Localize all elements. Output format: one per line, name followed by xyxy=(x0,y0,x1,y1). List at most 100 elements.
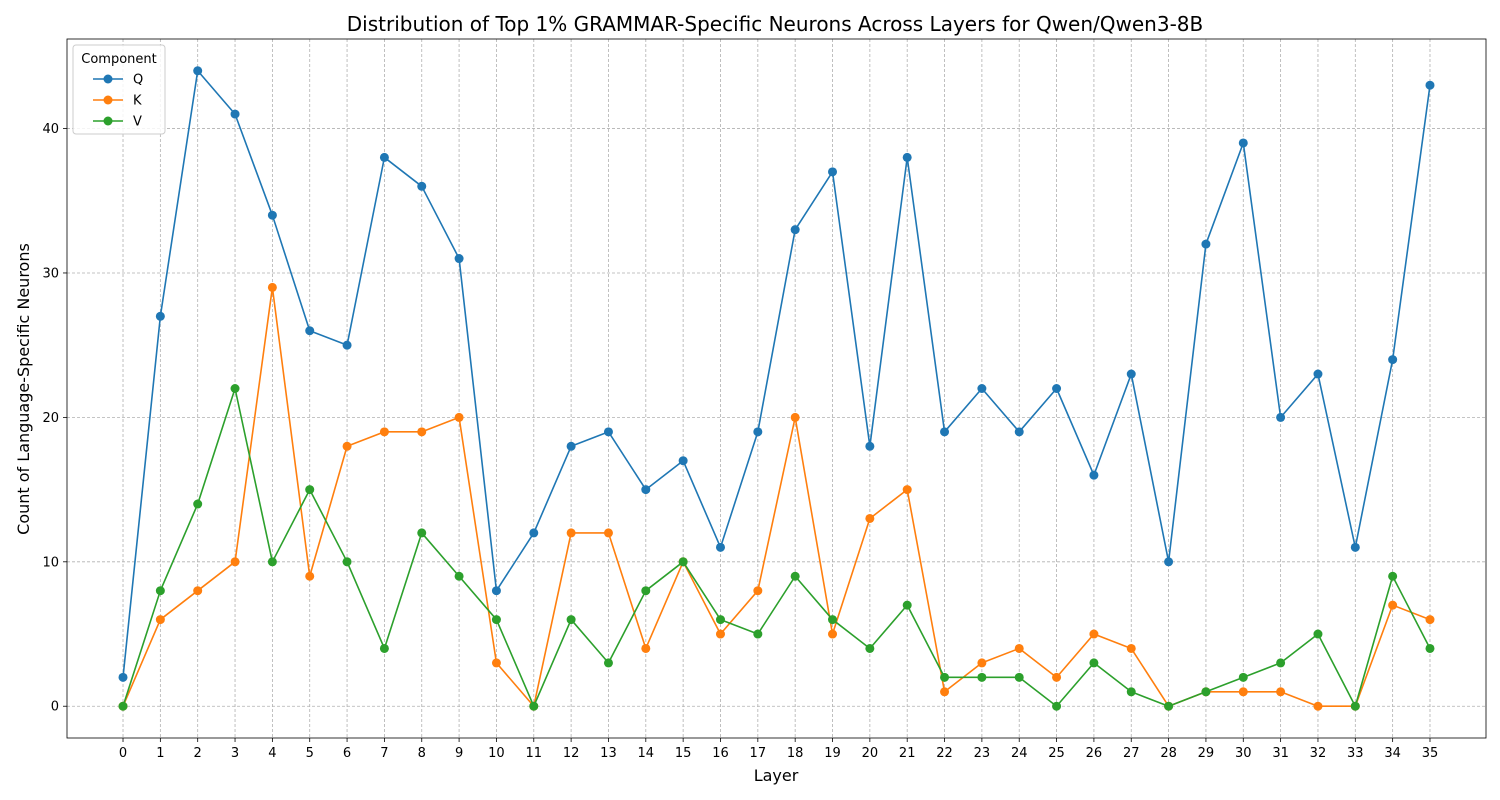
data-point-q xyxy=(342,340,352,350)
data-point-k xyxy=(641,643,651,653)
x-tick-label: 14 xyxy=(638,746,655,761)
data-point-v xyxy=(940,672,950,682)
data-point-v xyxy=(715,615,725,625)
data-point-v xyxy=(1201,687,1211,697)
data-point-k xyxy=(342,441,352,451)
data-point-q xyxy=(193,66,203,76)
data-point-v xyxy=(267,557,277,567)
data-point-k xyxy=(715,629,725,639)
data-point-v xyxy=(1014,672,1024,682)
data-point-q xyxy=(1313,369,1323,379)
data-point-k xyxy=(603,528,613,538)
data-point-q xyxy=(566,441,576,451)
data-point-q xyxy=(1014,427,1024,437)
data-point-k xyxy=(193,586,203,596)
x-tick-label: 1 xyxy=(156,746,164,761)
data-point-v xyxy=(155,586,165,596)
data-point-k xyxy=(379,427,389,437)
x-tick-label: 19 xyxy=(824,746,841,761)
data-point-q xyxy=(230,109,240,119)
data-point-k xyxy=(1126,643,1136,653)
data-point-k xyxy=(828,629,838,639)
data-point-k xyxy=(1276,687,1286,697)
data-point-v xyxy=(1164,701,1174,711)
data-point-q xyxy=(715,542,725,552)
data-point-v xyxy=(529,701,539,711)
data-point-v xyxy=(1238,672,1248,682)
data-point-q xyxy=(379,152,389,162)
data-point-v xyxy=(305,485,315,495)
data-point-v xyxy=(828,615,838,625)
data-point-k xyxy=(491,658,501,668)
data-point-k xyxy=(1089,629,1099,639)
data-point-v xyxy=(491,615,501,625)
data-point-k xyxy=(305,571,315,581)
x-tick-label: 11 xyxy=(526,746,543,761)
x-tick-label: 24 xyxy=(1011,746,1028,761)
data-point-q xyxy=(1126,369,1136,379)
x-tick-label: 27 xyxy=(1123,746,1140,761)
data-point-k xyxy=(1052,672,1062,682)
y-tick-label: 40 xyxy=(42,122,59,137)
series-q xyxy=(118,66,1435,682)
x-tick-label: 21 xyxy=(899,746,916,761)
x-tick-label: 4 xyxy=(268,746,276,761)
data-point-k xyxy=(753,586,763,596)
legend-label: Q xyxy=(133,73,143,88)
x-tick-label: 8 xyxy=(418,746,426,761)
x-tick-label: 17 xyxy=(750,746,767,761)
data-point-k xyxy=(155,615,165,625)
data-point-q xyxy=(603,427,613,437)
data-point-k xyxy=(1238,687,1248,697)
x-tick-label: 7 xyxy=(380,746,388,761)
legend-entry-k: K xyxy=(93,94,142,109)
x-tick-label: 12 xyxy=(563,746,580,761)
data-point-k xyxy=(977,658,987,668)
data-point-v xyxy=(1425,643,1435,653)
data-point-k xyxy=(1313,701,1323,711)
x-tick-label: 35 xyxy=(1422,746,1439,761)
x-tick-label: 5 xyxy=(306,746,314,761)
chart-title: Distribution of Top 1% GRAMMAR-Specific … xyxy=(347,12,1203,36)
x-tick-label: 16 xyxy=(712,746,729,761)
data-point-q xyxy=(940,427,950,437)
data-point-v xyxy=(753,629,763,639)
data-point-v xyxy=(1350,701,1360,711)
series-line-q xyxy=(122,69,1431,678)
x-tick-label: 20 xyxy=(862,746,879,761)
data-point-v xyxy=(678,557,688,567)
data-point-v xyxy=(865,643,875,653)
data-point-q xyxy=(678,456,688,466)
data-point-k xyxy=(902,485,912,495)
legend-entry-q: Q xyxy=(93,73,143,88)
data-point-v xyxy=(230,384,240,393)
data-point-k xyxy=(1014,643,1024,653)
x-tick-label: 6 xyxy=(343,746,351,761)
x-tick-label: 2 xyxy=(194,746,202,761)
data-point-k xyxy=(940,687,950,697)
x-tick-label: 31 xyxy=(1272,746,1289,761)
legend-entry-v: V xyxy=(93,115,142,130)
data-point-v xyxy=(1388,571,1398,581)
y-tick-label: 0 xyxy=(51,700,59,715)
x-tick-label: 28 xyxy=(1160,746,1177,761)
y-tick-label: 20 xyxy=(42,411,59,426)
x-tick-label: 13 xyxy=(600,746,617,761)
data-point-k xyxy=(454,412,464,422)
legend-label: K xyxy=(133,94,142,109)
series-v xyxy=(118,384,1435,711)
x-tick-label: 26 xyxy=(1086,746,1103,761)
data-point-v xyxy=(342,557,352,567)
series-line-v xyxy=(122,387,1431,708)
data-point-q xyxy=(753,427,763,437)
x-tick-label: 10 xyxy=(488,746,505,761)
data-point-q xyxy=(155,311,165,321)
data-point-v xyxy=(1313,629,1323,639)
data-point-q xyxy=(977,384,987,393)
x-tick-label: 22 xyxy=(936,746,953,761)
data-point-v xyxy=(379,643,389,653)
data-point-q xyxy=(828,167,838,177)
data-point-q xyxy=(118,672,128,682)
